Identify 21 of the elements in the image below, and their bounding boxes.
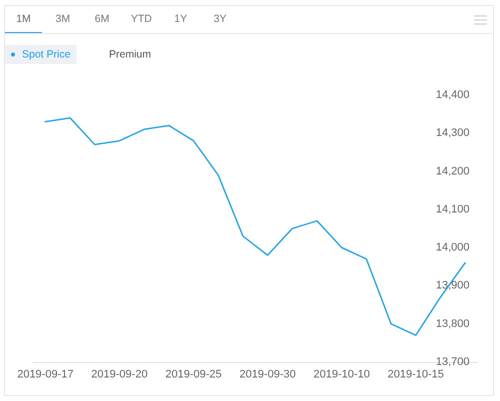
y-tick-label: 14,300 — [436, 127, 470, 140]
x-tick-label: 2019-09-20 — [91, 368, 148, 380]
x-tick-label: 2019-10-15 — [388, 368, 444, 380]
y-tick-label: 14,100 — [436, 203, 470, 216]
text: 1M — [5, 6, 42, 33]
y-tick-label: 14,200 — [436, 165, 470, 178]
x-tick-label: 2019-09-25 — [165, 368, 222, 380]
text: 3Y — [212, 12, 228, 27]
x-tick-label: 2019-09-17 — [17, 368, 74, 380]
text: YTD — [130, 12, 153, 27]
x-tick-label: 2019-09-30 — [239, 368, 296, 380]
text: 3M — [54, 12, 72, 27]
x-tick-label: 2019-10-10 — [314, 368, 370, 380]
y-tick-label: 14,400 — [436, 89, 470, 101]
text: 1Y — [173, 12, 188, 27]
text: 6M — [94, 12, 110, 27]
text: Premium — [109, 48, 152, 60]
legend-label: Spot Price — [22, 48, 71, 60]
y-tick-label: 14,000 — [436, 242, 470, 254]
y-tick-label: 13,800 — [436, 318, 470, 330]
y-tick-label: 13,700 — [436, 356, 470, 368]
